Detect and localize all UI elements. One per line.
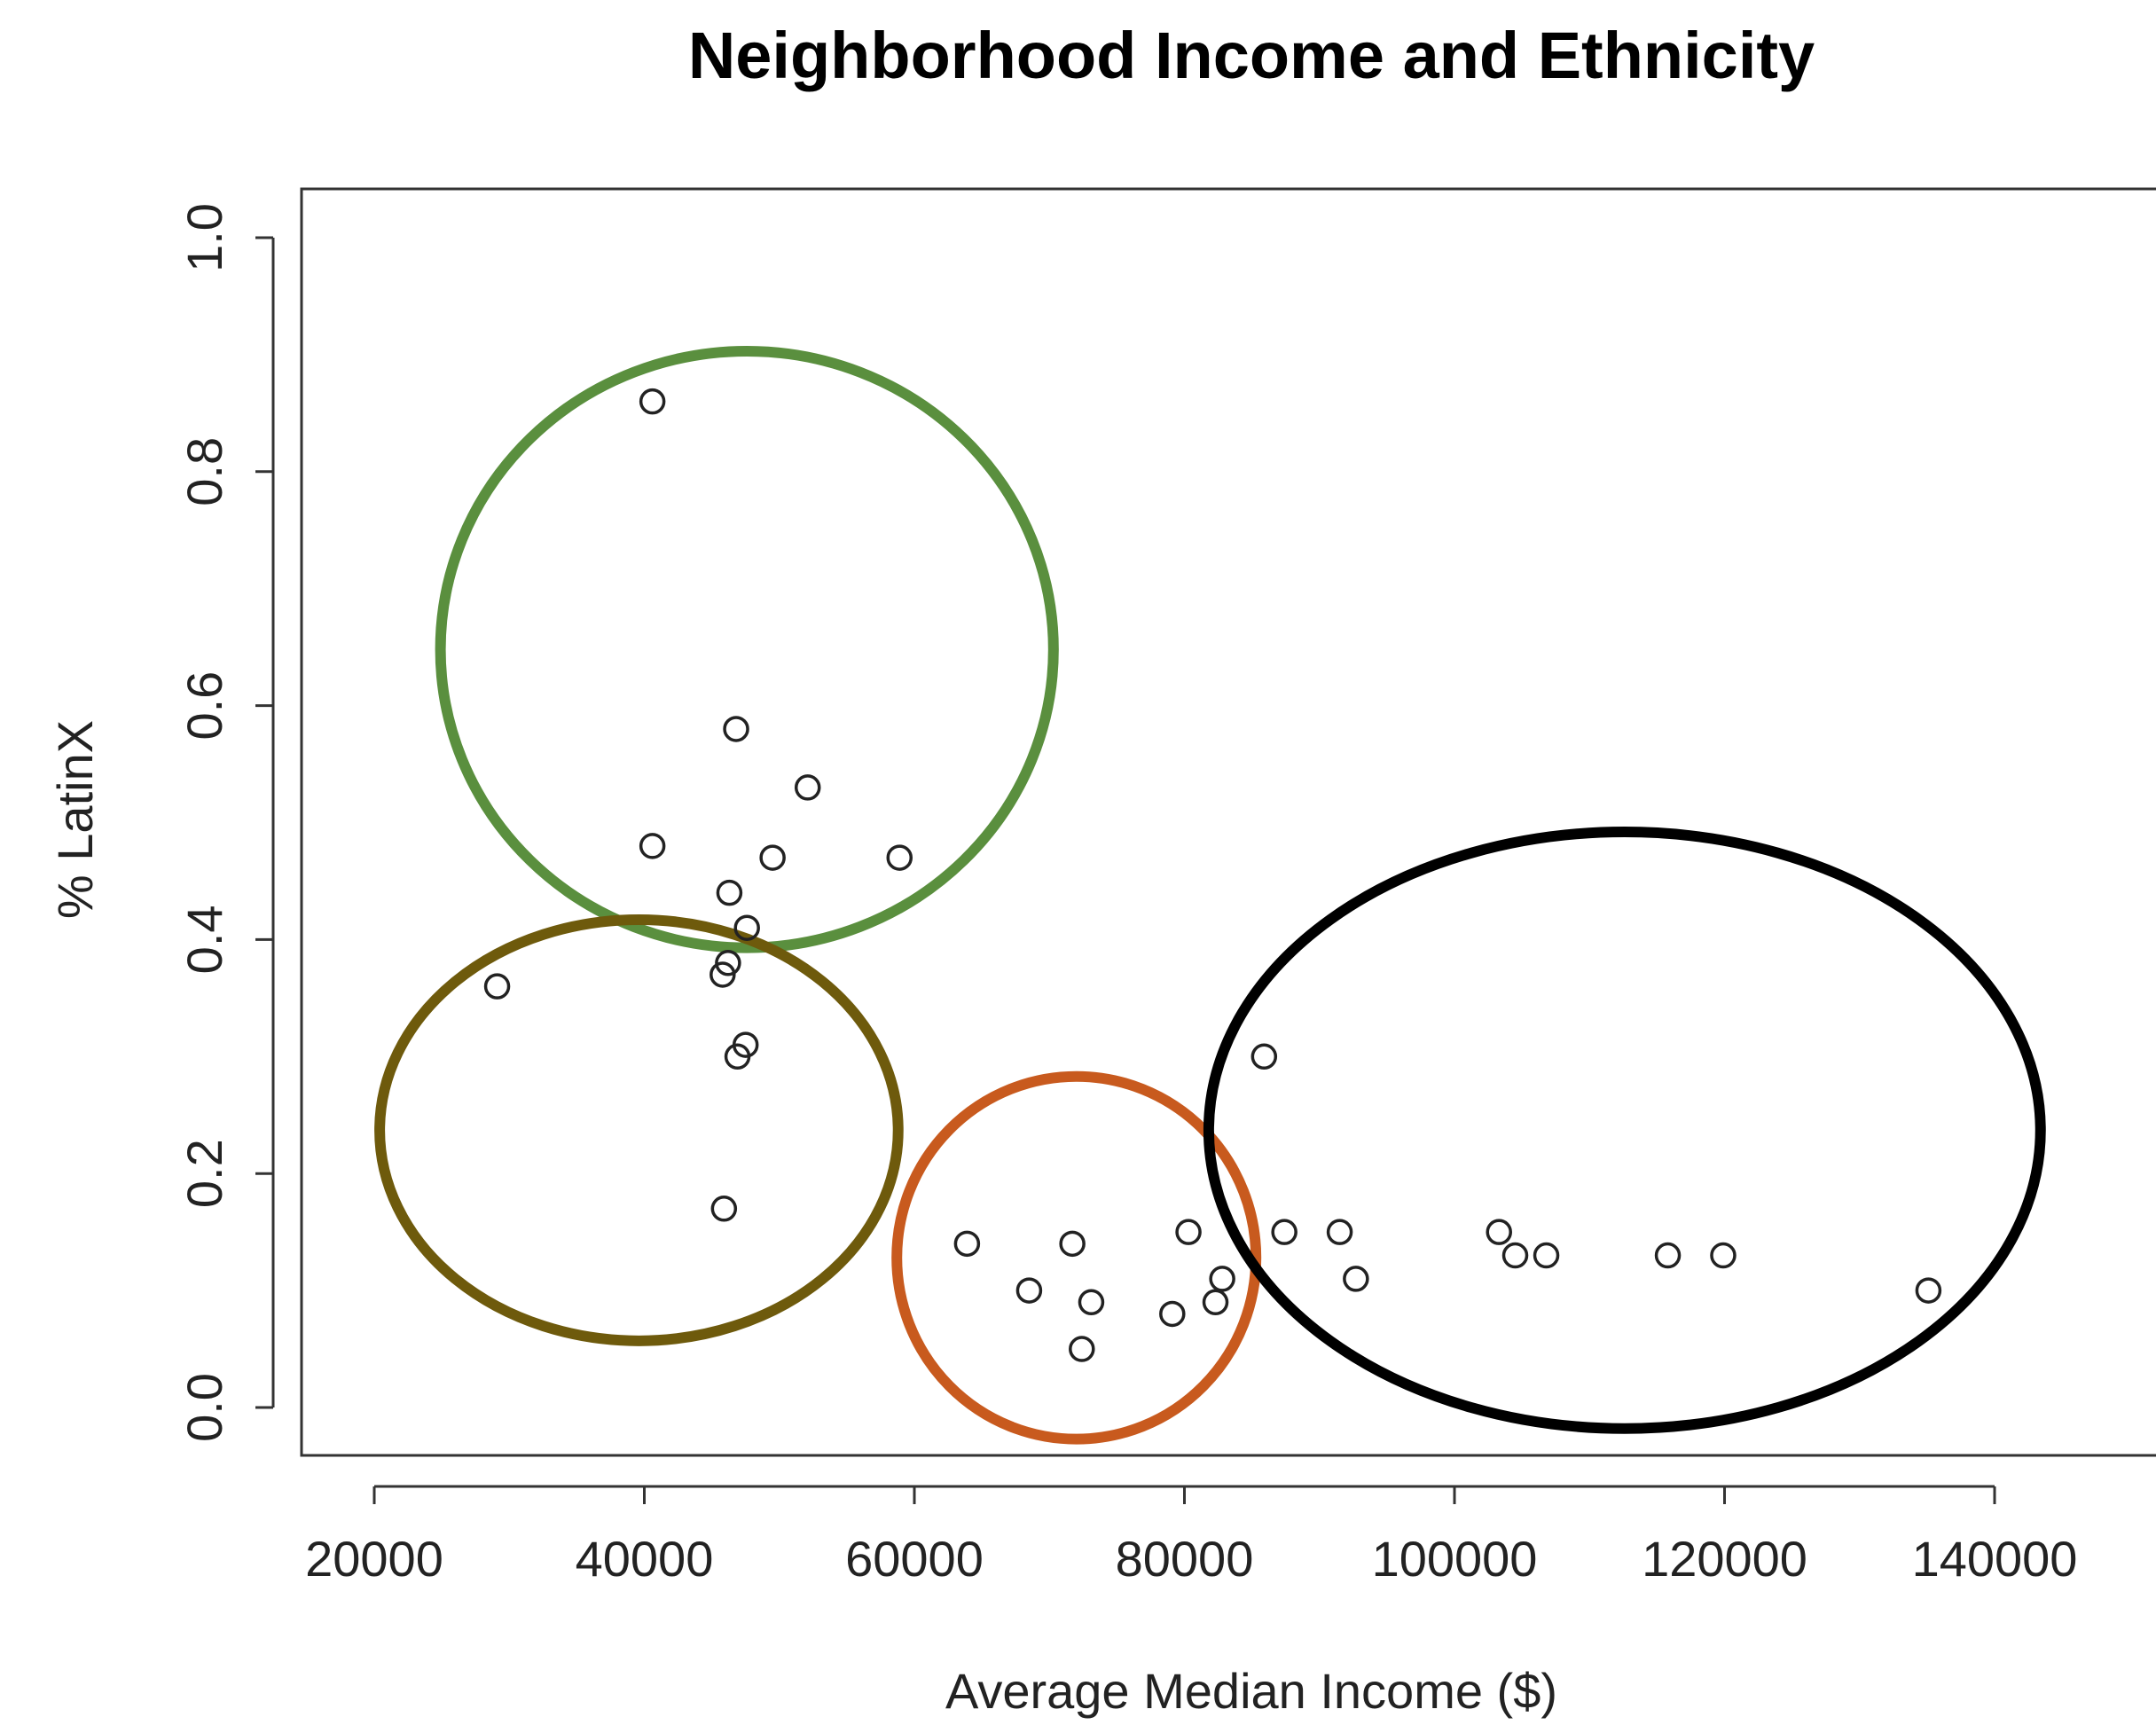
data-point xyxy=(1250,1043,1278,1070)
data-point xyxy=(723,716,749,742)
data-point xyxy=(710,961,736,988)
x-tick-label: 120000 xyxy=(1642,1531,1807,1587)
cluster-ellipse-2 xyxy=(374,913,904,1346)
data-point xyxy=(1078,1289,1105,1316)
x-tick-label: 80000 xyxy=(1116,1531,1254,1587)
x-tick-label: 140000 xyxy=(1912,1531,2078,1587)
x-axis-label: Average Median Income ($) xyxy=(945,1663,1557,1719)
x-tick-label: 100000 xyxy=(1372,1531,1538,1587)
x-tick-label: 20000 xyxy=(305,1531,443,1587)
data-point xyxy=(724,1043,751,1070)
y-axis-label: % LatinX xyxy=(47,720,103,919)
y-axis: 0.0 0.2 0.4 0.6 0.8 1.0 xyxy=(176,203,275,1442)
data-point xyxy=(1069,1336,1095,1362)
data-point xyxy=(1343,1266,1369,1292)
data-point xyxy=(1501,1242,1529,1269)
data-point xyxy=(1654,1242,1682,1269)
plot-area xyxy=(300,187,2156,1457)
data-point xyxy=(886,844,913,871)
annotation-layer xyxy=(374,345,2046,1445)
y-tick-label: 0.2 xyxy=(176,1139,232,1208)
data-point xyxy=(953,1230,981,1258)
data-point xyxy=(1159,1300,1186,1328)
cluster-ellipse-3 xyxy=(891,1070,1262,1445)
plot-frame xyxy=(300,187,2156,1457)
data-point xyxy=(1271,1219,1298,1245)
y-tick-label: 0.0 xyxy=(176,1373,232,1442)
data-point xyxy=(1015,1277,1043,1304)
point-layer xyxy=(483,388,1942,1362)
data-point xyxy=(639,388,666,415)
data-point xyxy=(1175,1219,1202,1245)
data-point xyxy=(1533,1242,1560,1269)
data-point xyxy=(710,1196,738,1222)
chart-title: Neighborhood Income and Ethnicity xyxy=(688,19,1815,92)
x-axis: 20000 40000 60000 80000 100000 120000 140000 xyxy=(305,1485,2078,1587)
data-point xyxy=(1209,1266,1235,1292)
data-point xyxy=(483,973,511,1000)
x-tick-label: 40000 xyxy=(576,1531,714,1587)
y-tick-label: 1.0 xyxy=(176,203,232,272)
y-tick-label: 0.6 xyxy=(176,671,232,741)
data-point xyxy=(1915,1277,1942,1304)
data-point xyxy=(1486,1219,1512,1245)
data-point xyxy=(1202,1289,1229,1316)
data-point xyxy=(794,774,821,801)
cluster-ellipse-1 xyxy=(435,345,1059,953)
data-point xyxy=(733,914,760,941)
y-tick-label: 0.8 xyxy=(176,437,232,506)
data-point xyxy=(716,879,743,906)
data-point xyxy=(1326,1219,1353,1245)
data-point xyxy=(639,833,666,859)
data-point xyxy=(759,844,786,871)
cluster-ellipse-4 xyxy=(1203,827,2046,1434)
x-tick-label: 60000 xyxy=(845,1531,984,1587)
data-point xyxy=(1710,1242,1737,1269)
data-point xyxy=(1059,1230,1086,1258)
data-point xyxy=(715,950,741,976)
y-tick-label: 0.4 xyxy=(176,905,232,974)
